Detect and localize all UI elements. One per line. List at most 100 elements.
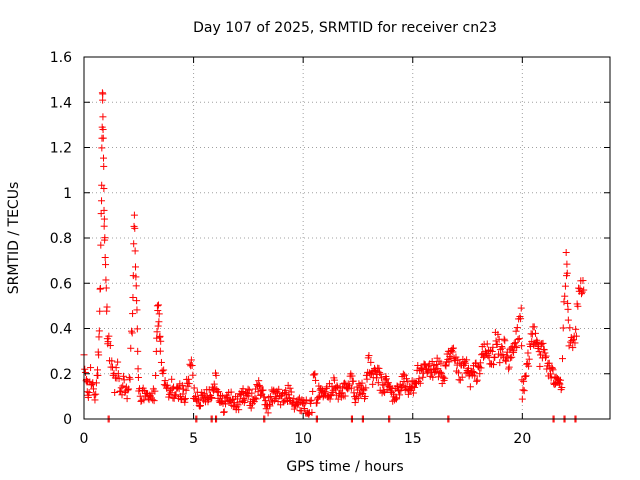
data-point: [470, 369, 478, 377]
data-point: [315, 392, 323, 400]
data-point: [549, 366, 557, 374]
data-point: [545, 359, 553, 367]
data-point: [519, 386, 527, 394]
data-point: [522, 372, 530, 380]
x-tick-label: 10: [294, 431, 312, 447]
data-point: [210, 380, 218, 388]
data-point: [392, 394, 400, 402]
data-point: [220, 408, 228, 416]
data-point: [220, 408, 228, 416]
data-point: [501, 337, 509, 345]
data-point: [130, 240, 138, 248]
data-point: [181, 395, 189, 403]
data-point: [155, 310, 163, 318]
data-point: [132, 282, 140, 290]
data-point: [326, 395, 334, 403]
data-point: [561, 282, 569, 290]
data-point: [150, 397, 158, 405]
data-point: [130, 222, 138, 230]
data-point: [578, 290, 586, 298]
data-point: [489, 343, 497, 351]
data-point: [100, 162, 108, 170]
data-point: [182, 386, 190, 394]
data-point: [237, 391, 245, 399]
data-point: [518, 395, 526, 403]
data-point: [369, 380, 377, 388]
data-point: [483, 340, 491, 348]
data-point: [349, 377, 357, 385]
data-point: [475, 363, 483, 371]
data-point: [123, 395, 131, 403]
data-point: [97, 210, 105, 218]
data-point: [100, 222, 108, 230]
data-point: [83, 388, 91, 396]
data-point: [284, 397, 292, 405]
data-point: [498, 343, 506, 351]
data-point: [264, 409, 272, 417]
data-point: [358, 379, 366, 387]
data-point: [99, 90, 107, 98]
data-point: [181, 398, 189, 406]
data-point: [248, 389, 256, 397]
data-point: [473, 376, 481, 384]
data-point: [103, 303, 111, 311]
data-point: [287, 388, 295, 396]
data-point: [493, 340, 501, 348]
data-point: [536, 362, 544, 370]
data-point: [161, 377, 169, 385]
data-point: [494, 330, 502, 338]
data-point: [492, 337, 500, 345]
data-point: [399, 370, 407, 378]
data-point: [491, 353, 499, 361]
data-point: [314, 394, 322, 402]
data-point: [569, 344, 577, 352]
y-tick-label: 0: [63, 412, 72, 428]
data-point: [252, 395, 260, 403]
x-axis-label: GPS time / hours: [286, 459, 403, 475]
data-point: [415, 375, 423, 383]
data-point: [499, 350, 507, 358]
y-tick-label: 0.6: [50, 276, 72, 292]
y-tick-label: 1.6: [50, 50, 72, 66]
data-point: [564, 316, 572, 324]
data-point: [133, 325, 141, 333]
data-point: [81, 365, 89, 373]
data-point: [384, 379, 392, 387]
data-point: [231, 402, 239, 410]
data-point: [351, 399, 359, 407]
data-point: [132, 263, 140, 271]
data-point: [112, 364, 120, 372]
data-point: [356, 389, 364, 397]
data-point: [87, 364, 95, 372]
data-point: [490, 361, 498, 369]
data-point: [404, 390, 412, 398]
data-point: [392, 395, 400, 403]
data-point: [133, 306, 141, 314]
data-point: [419, 373, 427, 381]
data-point: [374, 379, 382, 387]
data-point: [477, 364, 485, 372]
data-point: [524, 349, 532, 357]
y-tick-label: 0.8: [50, 231, 72, 247]
data-point: [407, 384, 415, 392]
data-point: [195, 395, 203, 403]
data-point: [445, 358, 453, 366]
data-point: [95, 327, 103, 335]
data-point: [131, 224, 139, 232]
data-point: [256, 383, 264, 391]
data-point: [580, 286, 588, 294]
data-point: [409, 389, 417, 397]
data-point: [185, 375, 193, 383]
data-point: [159, 369, 167, 377]
data-point: [95, 351, 103, 359]
data-point: [245, 392, 253, 400]
data-point: [449, 344, 457, 352]
data-point: [227, 388, 235, 396]
data-point: [157, 358, 165, 366]
data-point: [330, 376, 338, 384]
data-point: [547, 370, 555, 378]
data-point: [117, 384, 125, 392]
data-point: [128, 329, 136, 337]
data-point: [120, 376, 128, 384]
data-point: [152, 371, 160, 379]
